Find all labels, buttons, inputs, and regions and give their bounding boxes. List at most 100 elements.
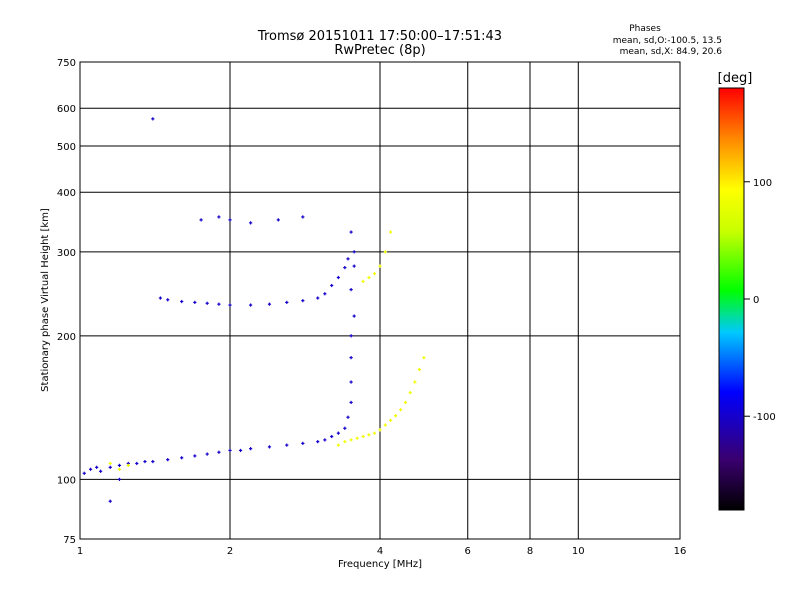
data-point-o (151, 459, 155, 464)
data-point-o (108, 499, 112, 503)
data-point-o (228, 218, 232, 222)
phase-info-line-x: mean, sd,X: 84.9, 20.6 (620, 47, 723, 57)
chart-subtitle: RwPretec (8p) (334, 43, 425, 58)
data-point-o (166, 458, 170, 462)
data-point-x (355, 436, 359, 440)
colorbar-tick-label: 100 (753, 178, 772, 189)
data-point-o (346, 257, 350, 261)
data-point-o (158, 296, 163, 300)
y-tick-label: 400 (57, 188, 76, 199)
data-point-o (166, 298, 170, 302)
data-point-x (126, 463, 130, 467)
y-tick-label: 500 (57, 142, 76, 153)
data-point-x (388, 418, 393, 422)
data-point-o (205, 301, 209, 305)
data-point-x (383, 423, 387, 427)
data-point-o (151, 117, 155, 121)
x-tick-label: 8 (527, 546, 533, 557)
y-tick-label: 300 (57, 248, 76, 259)
data-point-o (330, 283, 334, 288)
x-tick-label: 2 (227, 546, 233, 557)
gridlines (80, 62, 680, 539)
data-point-x (417, 367, 422, 372)
data-point-o (205, 452, 209, 456)
data-point-x (413, 380, 417, 384)
data-point-o (349, 380, 353, 384)
colorbar-tick-label: 0 (753, 295, 759, 306)
chart-title: Tromsø 20151011 17:50:00–17:51:43 (257, 29, 502, 44)
data-point-o (285, 300, 289, 305)
y-tick-label: 600 (57, 104, 76, 115)
x-tick-label: 1 (77, 546, 83, 557)
data-point-o (99, 469, 103, 473)
colorbar-tick-label: -100 (753, 412, 776, 423)
data-point-o (349, 356, 353, 360)
data-point-x (117, 467, 122, 471)
phase-info-heading: Phases (629, 24, 661, 34)
data-point-x (422, 356, 426, 360)
x-tick-label: 10 (572, 546, 585, 557)
data-point-x (399, 408, 403, 412)
data-point-o (316, 440, 320, 444)
data-point-x (378, 264, 382, 268)
data-point-o (301, 441, 305, 445)
data-point-x (367, 275, 371, 280)
data-point-o (143, 459, 147, 464)
data-point-o (238, 448, 243, 453)
y-tick-label: 75 (63, 535, 76, 546)
data-point-o (193, 300, 197, 305)
x-axis-label: Frequency [MHz] (338, 559, 422, 570)
data-point-o (228, 303, 232, 307)
data-point-o (117, 463, 122, 467)
data-point-o (352, 264, 356, 268)
data-point-o (88, 467, 93, 471)
ticks: 1 2 4 6 8 10 16 75 100 200 300 400 500 600 750 (57, 58, 686, 557)
data-point-o (343, 426, 347, 430)
x-tick-label: 4 (377, 546, 383, 557)
data-point-x (349, 438, 353, 442)
data-point-o (301, 299, 305, 303)
data-point-o (82, 471, 86, 475)
data-point-o (349, 230, 353, 234)
data-point-o (343, 265, 347, 270)
x-tick-label: 6 (465, 546, 471, 557)
data-points (82, 117, 426, 503)
colorbar-label: [deg] (718, 71, 753, 86)
data-point-o (267, 302, 272, 306)
data-point-o (180, 456, 184, 460)
y-tick-label: 100 (57, 475, 76, 486)
data-point-o (349, 287, 353, 292)
data-point-x (343, 440, 347, 444)
data-point-x (394, 414, 398, 418)
data-point-o (316, 296, 320, 300)
data-point-o (276, 218, 280, 222)
data-point-o (199, 218, 203, 222)
data-point-o (267, 445, 272, 449)
y-tick-label: 200 (57, 332, 76, 343)
data-point-o (352, 314, 356, 318)
data-point-x (336, 443, 340, 447)
data-point-x (388, 230, 393, 234)
x-tick-label: 16 (674, 546, 687, 557)
data-point-o (285, 443, 289, 447)
data-point-o (349, 334, 353, 338)
data-point-x (108, 461, 112, 466)
y-tick-label: 750 (57, 58, 76, 69)
data-point-o (95, 465, 99, 469)
data-point-o (336, 275, 340, 280)
data-point-o (217, 450, 221, 454)
data-point-o (117, 477, 122, 482)
data-point-o (193, 454, 197, 458)
data-point-x (361, 279, 365, 284)
phase-info-line-o: mean, sd,O:-100.5, 13.5 (613, 36, 722, 46)
data-point-o (249, 303, 253, 307)
data-point-x (383, 250, 387, 254)
data-point-x (403, 400, 408, 405)
data-point-o (135, 461, 139, 466)
data-point-x (367, 433, 371, 437)
data-point-x (372, 431, 377, 435)
data-point-o (249, 221, 253, 225)
y-axis-label: Stationary phase Virtual Height [km] (40, 208, 51, 392)
data-point-x (378, 428, 382, 432)
